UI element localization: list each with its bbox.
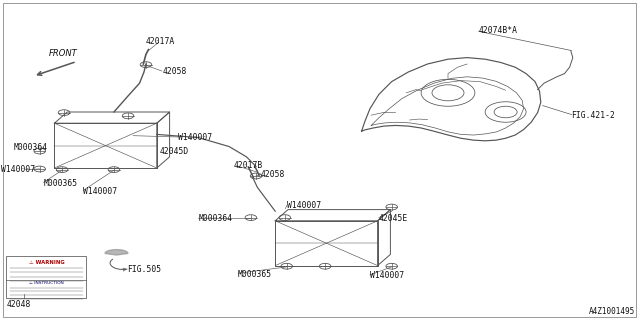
Text: M000365: M000365	[44, 179, 77, 188]
Text: 42074B*A: 42074B*A	[479, 26, 518, 35]
Text: FIG.421-2: FIG.421-2	[572, 111, 616, 120]
Text: A4Z1001495: A4Z1001495	[589, 307, 635, 316]
Text: M000365: M000365	[238, 270, 272, 279]
Text: W140007: W140007	[178, 133, 212, 142]
Text: ⚠ INSTRUCTION: ⚠ INSTRUCTION	[29, 281, 64, 285]
Text: 42048: 42048	[6, 300, 31, 309]
Text: 42017A: 42017A	[146, 37, 175, 46]
Text: W140007: W140007	[287, 201, 321, 210]
Text: M000364: M000364	[14, 143, 48, 152]
Text: ⚠ WARNING: ⚠ WARNING	[29, 260, 64, 265]
Text: 42058: 42058	[261, 170, 285, 179]
Text: W140007: W140007	[83, 187, 117, 196]
FancyBboxPatch shape	[6, 256, 86, 298]
Text: FIG.505: FIG.505	[127, 265, 161, 274]
Polygon shape	[105, 250, 128, 255]
Text: 42058: 42058	[163, 67, 187, 76]
Text: W140007: W140007	[370, 271, 404, 280]
Text: 42045D: 42045D	[160, 147, 189, 156]
Text: W140007: W140007	[1, 165, 35, 174]
Text: 42017B: 42017B	[234, 161, 263, 170]
Text: M000364: M000364	[198, 214, 232, 223]
Text: 42045E: 42045E	[379, 214, 408, 223]
Text: FRONT: FRONT	[49, 49, 77, 58]
